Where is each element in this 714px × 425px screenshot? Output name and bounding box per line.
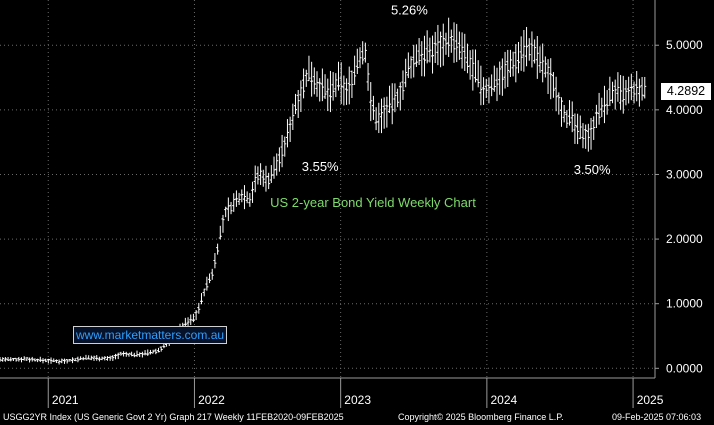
last-price-label: 4.2892	[660, 82, 712, 101]
chart-title: US 2-year Bond Yield Weekly Chart	[270, 195, 476, 210]
x-axis-ticks: 2021 2022 2023 2024 2025	[47, 378, 664, 408]
x-tick-label: 2024	[491, 393, 518, 407]
price-bars	[0, 17, 647, 365]
footer-security-info: USGG2YR Index (US Generic Govt 2 Yr) Gra…	[3, 412, 344, 422]
x-tick-label: 2023	[344, 393, 371, 407]
x-tick-label: 2021	[52, 393, 79, 407]
annotation-label: 3.55%	[302, 159, 339, 174]
annotations: 5.26% 3.55% 3.50%	[302, 2, 611, 177]
y-tick-label: 5.0000	[666, 38, 703, 52]
x-tick-label: 2025	[637, 393, 664, 407]
annotation-label: 5.26%	[391, 2, 428, 17]
y-tick-label: 0.0000	[666, 361, 703, 375]
y-axis-ticks: 0.0000 1.0000 2.0000 3.0000 4.0000 5.0000	[655, 38, 703, 375]
footer-copyright: Copyright© 2025 Bloomberg Finance L.P.	[398, 412, 564, 422]
annotation-label: 3.50%	[574, 162, 611, 177]
y-tick-label: 3.0000	[666, 167, 703, 181]
y-tick-label: 1.0000	[666, 297, 703, 311]
x-tick-label: 2022	[198, 393, 225, 407]
website-watermark[interactable]: www.marketmatters.com.au	[73, 326, 228, 344]
y-tick-label: 2.0000	[666, 232, 703, 246]
footer-timestamp: 09-Feb-2025 07:06:03	[612, 412, 702, 422]
y-tick-label: 4.0000	[666, 103, 703, 117]
